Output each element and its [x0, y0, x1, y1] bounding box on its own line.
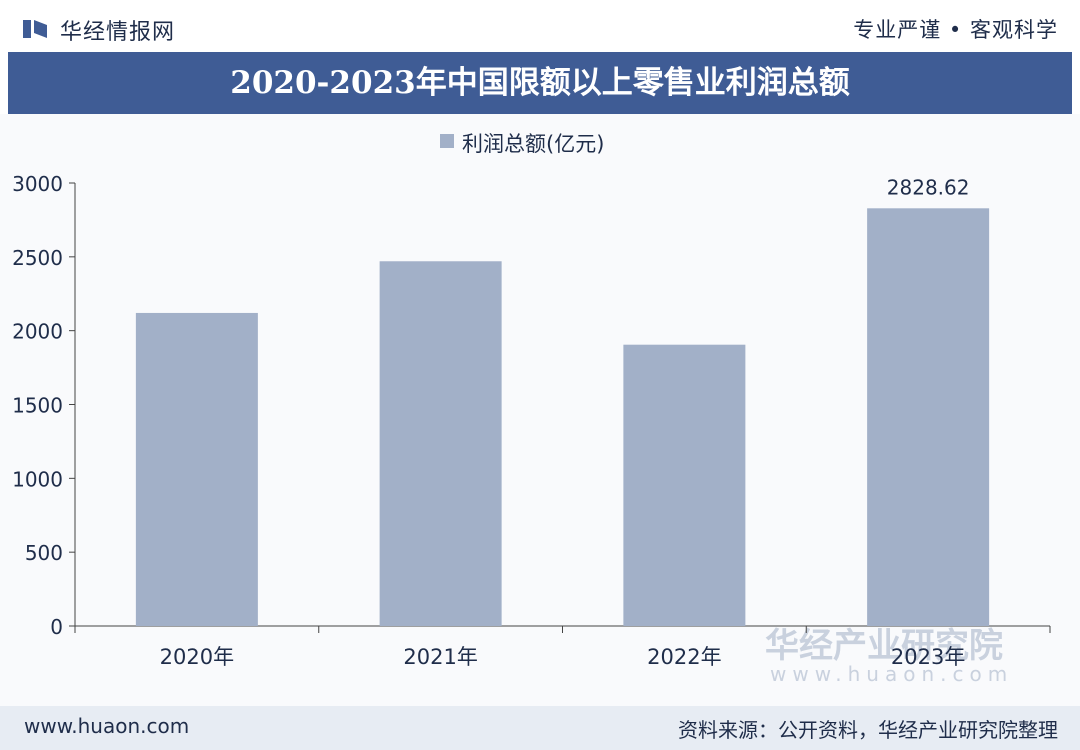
bar-chart: 0 500 1000 1500 2000 2500 3000 2020年 2021年 2022年 2… [12, 172, 1051, 669]
y-tick-label: 500 [25, 541, 63, 565]
legend-swatch [440, 134, 454, 148]
title-band: 2020-2023年中国限额以上零售业利润总额 [8, 52, 1072, 114]
data-label: 2828.62 [887, 175, 970, 199]
brand-logo-icon [23, 20, 47, 38]
x-tick-label: 2021年 [403, 645, 477, 669]
bar [867, 208, 990, 626]
x-tick-label: 2023年 [891, 645, 965, 669]
y-tick-label: 2500 [12, 246, 63, 270]
brand-name: 华经情报网 [60, 20, 176, 45]
footer-url: www.huaon.com [24, 714, 190, 738]
footer-source: 资料来源：公开资料，华经产业研究院整理 [678, 718, 1058, 742]
footer: www.huaon.com 资料来源：公开资料，华经产业研究院整理 [0, 706, 1080, 750]
y-tick-label: 1500 [12, 394, 63, 418]
x-tick-label: 2020年 [160, 645, 234, 669]
legend-label: 利润总额(亿元) [462, 132, 605, 156]
y-tick-label: 3000 [12, 172, 63, 196]
watermark-url: www.huaon.com [770, 662, 1014, 686]
bar [379, 261, 502, 626]
y-tick-label: 1000 [12, 467, 63, 491]
x-tick-label: 2022年 [647, 645, 721, 669]
bar [135, 312, 258, 626]
y-tick-label: 0 [50, 615, 63, 639]
bar [623, 344, 746, 626]
slogan: 专业严谨 • 客观科学 [853, 18, 1058, 42]
watermark-name: 华经产业研究院 [765, 626, 1003, 666]
y-tick-label: 2000 [12, 320, 63, 344]
chart-title: 2020-2023年中国限额以上零售业利润总额 [230, 65, 850, 101]
top-bar: 华经情报网 专业严谨 • 客观科学 [0, 0, 1080, 50]
